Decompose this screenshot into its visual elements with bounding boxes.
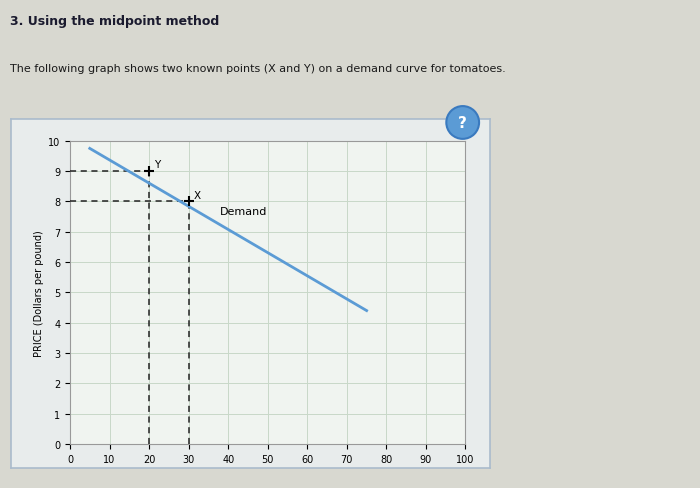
Text: Y: Y bbox=[154, 160, 160, 170]
Text: ?: ? bbox=[458, 116, 467, 131]
Y-axis label: PRICE (Dollars per pound): PRICE (Dollars per pound) bbox=[34, 229, 44, 356]
Circle shape bbox=[447, 107, 479, 140]
Text: The following graph shows two known points (X and Y) on a demand curve for tomat: The following graph shows two known poin… bbox=[10, 63, 506, 73]
Text: Demand: Demand bbox=[220, 206, 267, 216]
Text: 3. Using the midpoint method: 3. Using the midpoint method bbox=[10, 15, 220, 28]
Text: X: X bbox=[193, 190, 200, 201]
